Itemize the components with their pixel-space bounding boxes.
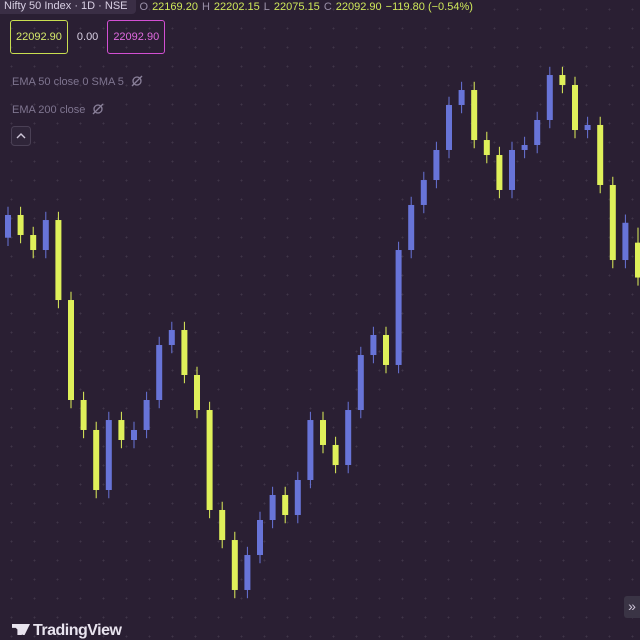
low-value: 22075.15: [273, 1, 320, 13]
candle-body: [559, 75, 566, 85]
candle-body: [458, 90, 465, 106]
candle-body: [572, 84, 578, 131]
logo[interactable]: TradingView: [12, 622, 122, 640]
candle-body: [383, 334, 389, 365]
close-value: 22092.90: [335, 1, 382, 13]
candle-body: [143, 400, 150, 430]
high-label: H: [201, 1, 210, 13]
candle-body: [370, 334, 377, 356]
candle-body: [597, 124, 604, 186]
header: Nifty 50 Index · 1D · NSE O 22169.20 H 222…: [0, 0, 473, 14]
symbol[interactable]: Nifty 50 Index · 1D · NSE: [0, 0, 136, 14]
candle-body: [5, 214, 11, 238]
candle-body: [395, 250, 402, 365]
close-label: C: [323, 1, 332, 13]
scroll-button[interactable]: »: [624, 596, 640, 618]
candle-body: [408, 204, 415, 251]
candle-body: [181, 330, 188, 375]
indicator-label: EMA 50 close 0 SMA 5: [12, 76, 124, 88]
candle-body: [307, 420, 314, 480]
buy-button[interactable]: 22092.90: [107, 20, 166, 54]
trade-buttons: 22092.90 0.00 22092.90: [10, 20, 166, 54]
candle-body: [345, 410, 352, 466]
candle-body: [622, 222, 629, 261]
hide-icon[interactable]: [92, 103, 104, 115]
candle-body: [105, 420, 112, 491]
candle-body: [269, 494, 276, 520]
candle-body: [446, 105, 452, 150]
candle-body: [68, 300, 74, 400]
candle-body: [231, 540, 238, 590]
candle-body: [131, 429, 137, 440]
candle-body: [534, 120, 541, 146]
candle-body: [244, 555, 251, 590]
candle-body: [609, 185, 616, 261]
candle-body: [93, 429, 100, 491]
collapse-button[interactable]: [11, 126, 31, 146]
sell-button[interactable]: 22092.90: [10, 20, 68, 54]
candle-body: [156, 345, 163, 400]
open-value: 22169.20: [152, 1, 198, 13]
candle-body: [42, 220, 49, 251]
candle-body: [257, 520, 263, 556]
candle-body: [118, 420, 125, 440]
candle-body: [546, 75, 553, 120]
candle-body: [433, 149, 440, 181]
high-value: 22202.15: [213, 1, 260, 13]
candle-body: [509, 149, 515, 190]
candle-body: [483, 140, 490, 156]
open-label: O: [139, 1, 149, 13]
candle-body: [584, 124, 591, 131]
candle-body: [194, 374, 200, 411]
indicator[interactable]: EMA 200 close: [12, 101, 104, 116]
candle-body: [521, 145, 528, 150]
candle-body: [420, 180, 427, 205]
candle-body: [496, 155, 503, 190]
candle-body: [635, 242, 640, 278]
low-label: L: [263, 1, 270, 13]
logo-icon: [12, 624, 30, 635]
candle-body: [206, 410, 213, 510]
candle-body: [168, 330, 175, 346]
candle-body: [17, 214, 24, 236]
candle-body: [219, 509, 226, 541]
spread: 0.00: [76, 31, 99, 43]
change: −119.80 (−0.54%): [385, 1, 473, 13]
candle-body: [30, 235, 37, 251]
indicator-label: EMA 200 close: [12, 104, 86, 116]
candle-body: [357, 355, 364, 411]
indicator[interactable]: EMA 50 close 0 SMA 5: [12, 73, 143, 88]
candle-body: [294, 480, 301, 516]
hide-icon[interactable]: [131, 75, 143, 87]
candle-body: [282, 494, 289, 516]
candle-body: [320, 420, 326, 445]
candle-body: [332, 444, 339, 466]
candle-body: [55, 220, 62, 301]
candle-body: [80, 400, 87, 430]
logo-text: TradingView: [33, 622, 122, 639]
candle-body: [471, 90, 478, 141]
